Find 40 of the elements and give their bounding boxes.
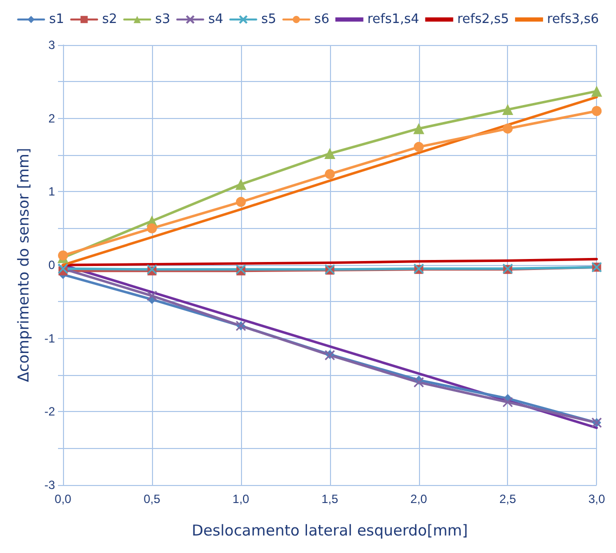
legend-label: s5 bbox=[261, 12, 276, 27]
x-axis-title: Deslocamento lateral esquerdo[mm] bbox=[192, 522, 468, 540]
x-tick-label: 0,0 bbox=[54, 492, 72, 506]
point bbox=[414, 142, 424, 152]
y-tick-label: 1 bbox=[48, 184, 56, 199]
x-tick-label: 3,0 bbox=[588, 492, 606, 506]
legend-label: refs3,s6 bbox=[547, 12, 599, 27]
legend-label: s2 bbox=[102, 12, 118, 27]
legend-label: refs2,s5 bbox=[457, 12, 510, 27]
x-tick-label: 2,5 bbox=[499, 492, 516, 506]
point bbox=[502, 396, 513, 408]
legend-label: s4 bbox=[208, 12, 224, 27]
point bbox=[502, 104, 514, 116]
point bbox=[414, 377, 424, 388]
point bbox=[58, 250, 68, 260]
point bbox=[235, 178, 246, 190]
y-tick-label: -1 bbox=[44, 331, 56, 346]
y-tick-label: 2 bbox=[48, 111, 56, 126]
point bbox=[413, 123, 424, 134]
legend-label: s6 bbox=[314, 12, 330, 27]
y-tick-label: 0 bbox=[48, 258, 56, 272]
point bbox=[592, 106, 602, 116]
x-tick-label: 1,0 bbox=[232, 492, 250, 506]
x-tick-label: 2,0 bbox=[410, 492, 428, 506]
point bbox=[324, 169, 335, 180]
x-tick-label: 0,5 bbox=[144, 492, 161, 506]
legend-label: refs1,s4 bbox=[367, 12, 420, 27]
point bbox=[591, 86, 602, 97]
x-tick-label: 1,5 bbox=[321, 492, 338, 506]
legend-label: s1 bbox=[49, 12, 64, 27]
point bbox=[146, 290, 158, 302]
point bbox=[324, 148, 336, 160]
legend-label: s3 bbox=[155, 12, 170, 27]
y-tick-label: -2 bbox=[44, 404, 56, 419]
point bbox=[236, 196, 246, 207]
y-tick-label: 3 bbox=[48, 38, 56, 52]
y-tick-label: -3 bbox=[44, 478, 56, 492]
y-axis-title: Δcomprimento do sensor [mm] bbox=[14, 148, 32, 382]
point bbox=[502, 124, 513, 134]
point bbox=[146, 223, 157, 234]
